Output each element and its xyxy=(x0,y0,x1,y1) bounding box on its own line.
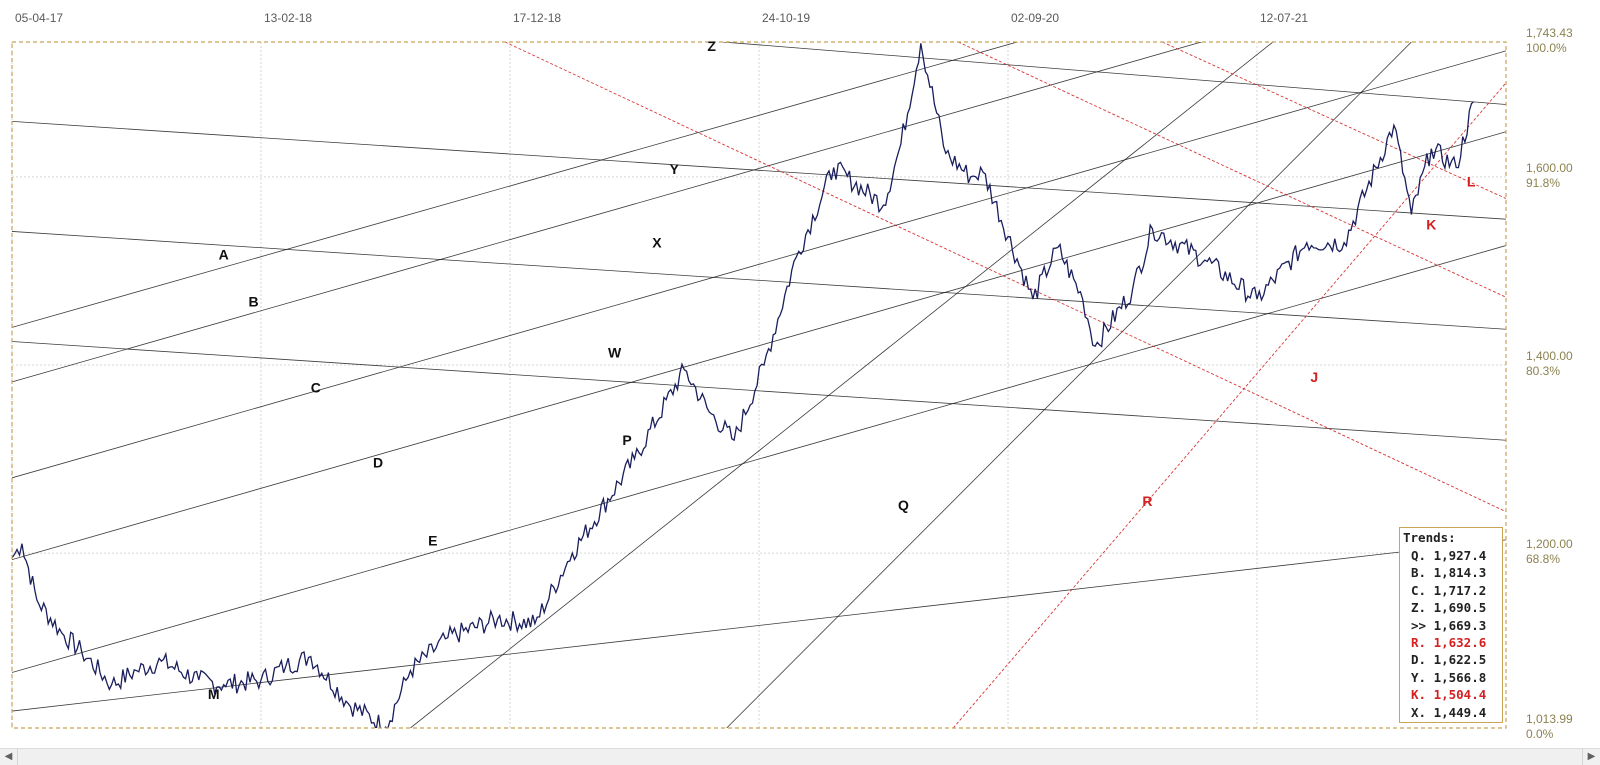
x-tick-label: 13-02-18 xyxy=(264,11,312,25)
trend-label-r: R xyxy=(1142,493,1152,509)
trend-line-e xyxy=(12,245,1506,673)
y-tick-label: 1,600.00 xyxy=(1526,161,1573,175)
price-line xyxy=(12,43,1475,728)
trend-label-m: M xyxy=(208,686,220,702)
x-axis-ticks: 05-04-17 13-02-18 17-12-18 24-10-19 02-09-20… xyxy=(15,11,1308,25)
horizontal-scrollbar[interactable]: ◀ ▶ xyxy=(0,748,1600,765)
trend-label-q: Q xyxy=(898,497,909,513)
trend-label-c: C xyxy=(311,379,321,395)
trend-line-w xyxy=(12,341,1506,441)
trend-line-b xyxy=(12,42,1203,383)
x-tick-label: 05-04-17 xyxy=(15,11,63,25)
x-tick-label: 02-09-20 xyxy=(1011,11,1059,25)
trend-label-l: L xyxy=(1467,173,1476,189)
price-line-layer xyxy=(12,43,1475,728)
trends-legend: Trends: Q. 1,927.4 B. 1,814.3 C. 1,717.2 Z.… xyxy=(1399,527,1503,723)
y-tick-label: 1,743.43 xyxy=(1526,26,1573,40)
scroll-right-button[interactable]: ▶ xyxy=(1582,749,1600,765)
trend-label-p: P xyxy=(622,432,631,448)
trend-line-z xyxy=(717,42,1506,105)
legend-entry: Y. 1,566.8 xyxy=(1411,669,1487,685)
y-tick-label: 1,400.00 xyxy=(1526,349,1573,363)
y-tick-label: 1,013.99 xyxy=(1526,712,1573,726)
trend-line-l xyxy=(1162,42,1506,199)
chart-canvas: A B C D E M W X Y Z P Q R J K L 05-04-17 13-02-18 17-12-1… xyxy=(11,11,1573,741)
trend-line-y xyxy=(12,121,1506,220)
legend-entry: B. 1,814.3 xyxy=(1411,565,1487,581)
x-tick-label: 12-07-21 xyxy=(1260,11,1308,25)
y-tick-label: 1,200.00 xyxy=(1526,537,1573,551)
trend-label-e: E xyxy=(428,533,437,549)
trend-line-q xyxy=(726,42,1412,728)
trend-line-a xyxy=(12,42,1019,328)
legend-entry: C. 1,717.2 xyxy=(1411,582,1487,598)
trend-line-j xyxy=(504,42,1506,513)
trend-label-z: Z xyxy=(707,38,716,54)
trend-label-y: Y xyxy=(670,161,680,177)
y-tick-percent: 68.8% xyxy=(1526,552,1560,566)
x-tick-label: 17-12-18 xyxy=(513,11,561,25)
legend-rows: Q. 1,927.4 B. 1,814.3 C. 1,717.2 Z. 1,690.5… xyxy=(1403,547,1499,721)
trend-label-x: X xyxy=(652,234,662,250)
plot-border xyxy=(11,41,1507,729)
trend-line-x xyxy=(12,231,1506,330)
y-tick-percent: 80.3% xyxy=(1526,364,1560,378)
trend-line-c xyxy=(12,50,1506,479)
trend-label-a: A xyxy=(219,247,229,263)
legend-entry: R. 1,632.6 xyxy=(1411,634,1487,650)
arrow-left-icon: ◀ xyxy=(4,751,13,762)
x-tick-label: 24-10-19 xyxy=(762,11,810,25)
trend-line-p xyxy=(410,42,1274,728)
trend-labels-layer: A B C D E M W X Y Z P Q R J K L xyxy=(208,38,1476,702)
legend-entry: Z. 1,690.5 xyxy=(1411,600,1487,616)
trend-label-b: B xyxy=(248,294,258,310)
trend-label-w: W xyxy=(608,344,622,360)
trend-line-k xyxy=(958,42,1506,298)
legend-entry: D. 1,622.5 xyxy=(1411,652,1487,668)
trend-line-m xyxy=(12,539,1506,712)
legend-entry: >> 1,669.3 xyxy=(1411,617,1487,633)
y-tick-percent: 100.0% xyxy=(1526,41,1567,55)
arrow-right-icon: ▶ xyxy=(1587,751,1596,762)
y-tick-percent: 91.8% xyxy=(1526,176,1560,190)
scroll-left-button[interactable]: ◀ xyxy=(0,749,18,765)
legend-title: Trends: xyxy=(1403,530,1456,545)
legend-entry: Q. 1,927.4 xyxy=(1411,548,1487,563)
scrollbar-track[interactable] xyxy=(18,749,1582,765)
trend-label-j: J xyxy=(1310,369,1318,385)
legend-entry: X. 1,449.4 xyxy=(1411,704,1487,720)
y-tick-percent: 0.0% xyxy=(1526,727,1554,741)
trend-label-k: K xyxy=(1426,217,1436,233)
trend-lines-layer xyxy=(12,42,1506,728)
legend-entry: K. 1,504.4 xyxy=(1411,687,1487,703)
trend-line-r xyxy=(952,82,1506,728)
trend-label-d: D xyxy=(373,454,383,470)
grid-layer xyxy=(11,42,1506,728)
